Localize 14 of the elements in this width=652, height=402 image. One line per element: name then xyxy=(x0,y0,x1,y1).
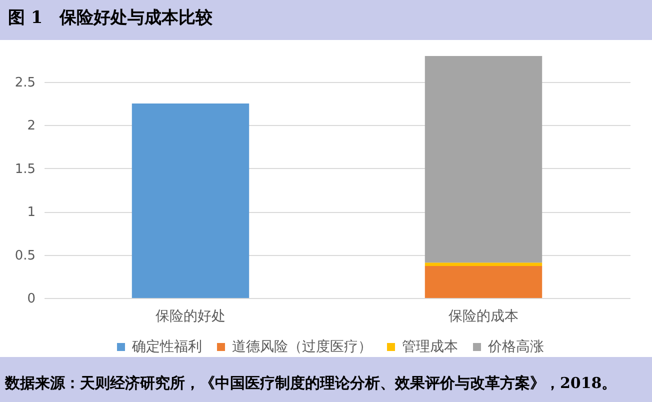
source-note: 数据来源：天则经济研究所，《中国医疗制度的理论分析、效果评价与改革方案》，2018。 xyxy=(4,374,617,392)
chart-title: 图 1 保险好处与成本比较 xyxy=(8,8,214,28)
legend-label: 道德风险（过度医疗） xyxy=(232,339,372,355)
x-tick-label: 保险的好处 xyxy=(156,308,226,324)
legend-label: 价格高涨 xyxy=(487,339,544,355)
y-tick-label: 2 xyxy=(27,118,36,134)
x-tick-label: 保险的成本 xyxy=(448,308,518,324)
y-tick-label: 0 xyxy=(27,292,36,306)
y-tick-label: 1 xyxy=(27,205,36,220)
y-tick-label: 1.5 xyxy=(14,162,36,177)
y-tick-label: 0.5 xyxy=(14,248,36,264)
y-tick-label: 2.5 xyxy=(14,75,36,90)
legend-label: 确定性福利 xyxy=(131,339,202,355)
legend-label: 管理成本 xyxy=(402,339,458,355)
